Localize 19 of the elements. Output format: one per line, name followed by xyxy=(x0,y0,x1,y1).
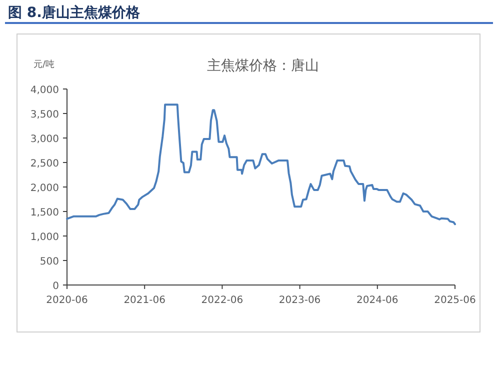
y-tick-label: 1,000 xyxy=(30,232,59,243)
x-tick-label: 2020-06 xyxy=(46,295,88,306)
x-tick-label: 2024-06 xyxy=(356,295,398,306)
x-tick-label: 2025-06 xyxy=(434,295,476,306)
line-series xyxy=(66,104,456,226)
y-tick-label: 1,500 xyxy=(30,208,59,218)
x-tick-label: 2022-06 xyxy=(201,295,244,306)
chart-subtitle: 主焦煤价格：唐山 xyxy=(207,58,319,74)
x-tick-label: 2023-06 xyxy=(278,295,321,306)
y-tick-label: 3,000 xyxy=(30,134,59,145)
x-tick-label: 2021-06 xyxy=(124,295,166,306)
y-tick-label: 3,500 xyxy=(30,110,59,120)
y-tick-label: 2,500 xyxy=(30,158,59,170)
y-tick-label: 500 xyxy=(40,256,59,268)
y-axis-title: 元/吨 xyxy=(33,59,55,70)
y-tick-label: 4,000 xyxy=(30,85,59,96)
y-tick-label: 0 xyxy=(52,281,59,292)
chart-title: 图 8.唐山主焦煤价格 xyxy=(8,4,141,21)
y-tick-label: 2,000 xyxy=(30,183,59,194)
